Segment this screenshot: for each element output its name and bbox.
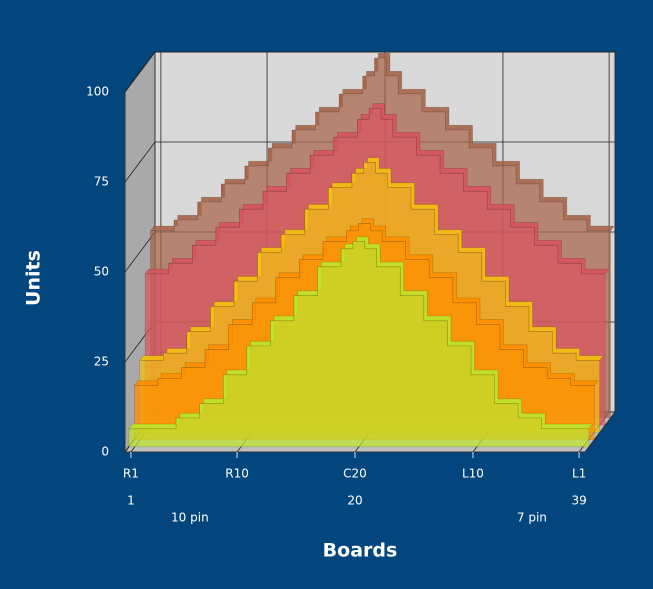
grid-line (124, 51, 156, 93)
grid-line (124, 231, 156, 273)
x-secondary-label: 39 (571, 494, 586, 508)
y-axis-title: Units (23, 250, 45, 306)
series-area (128, 241, 590, 448)
x-secondary-label: 1 (127, 494, 135, 508)
annotation: 7 pin (517, 511, 547, 525)
x-tick-label: C20 (343, 467, 367, 481)
grid-line (124, 141, 156, 183)
x-tick-label: L1 (572, 467, 586, 481)
y-tick-label: 75 (94, 175, 109, 189)
y-tick-label: 100 (86, 85, 109, 99)
x-tick-label: R10 (225, 467, 249, 481)
y-tick-label: 25 (94, 355, 109, 369)
y-tick-label: 0 (101, 445, 109, 459)
x-tick-label: L10 (462, 467, 484, 481)
y-tick-label: 50 (94, 265, 109, 279)
x-tick-label: R1 (123, 467, 139, 481)
annotation: 10 pin (171, 511, 209, 525)
x-secondary-label: 20 (347, 494, 362, 508)
x-axis-title: Boards (323, 540, 398, 562)
